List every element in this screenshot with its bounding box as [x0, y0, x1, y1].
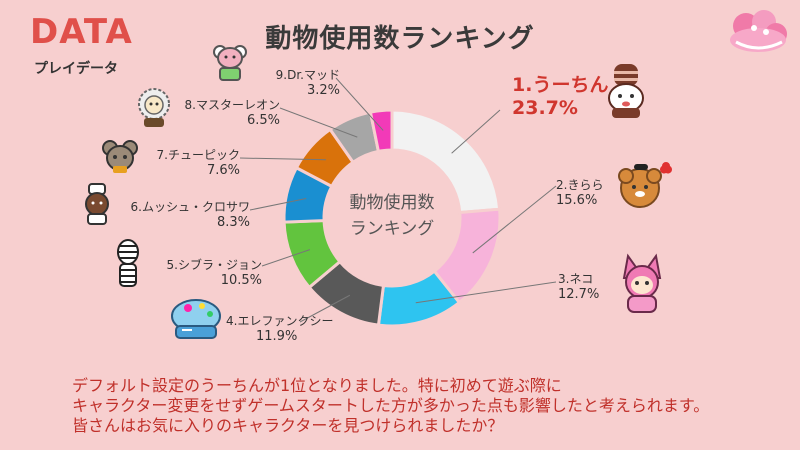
game-logo-icon [730, 10, 787, 52]
donut-slice-9 [368, 108, 394, 154]
slice-label-1: 1.うーちん 23.7% [512, 74, 608, 120]
slice-label-8: 8.マスターレオン 6.5% [150, 98, 280, 128]
slice-name-2: 2.きらら [556, 178, 604, 192]
leader-line-7 [239, 157, 327, 161]
slice-pct-3: 12.7% [558, 287, 600, 302]
caption-line-2: キャラクター変更をせずゲームスタートした方が多かった点も影響したと考えられます。 [72, 396, 710, 415]
monsieur-kurosawa-mascot-icon [85, 183, 109, 225]
slice-name-7: 7.チューピック [156, 148, 240, 162]
slice-name-8: 8.マスターレオン [184, 98, 280, 112]
slice-pct-5: 10.5% [220, 273, 262, 288]
leader-line-2 [472, 185, 557, 254]
brand-subtitle: プレイデータ [34, 61, 118, 77]
leader-line-9 [335, 77, 384, 131]
elephancy-mascot-icon [171, 299, 221, 339]
leader-line-3 [415, 281, 557, 304]
leader-line-1 [451, 109, 501, 154]
leader-line-5 [261, 249, 311, 267]
slice-label-9: 9.Dr.マッド 3.2% [230, 68, 340, 98]
slice-name-3: 3.ネコ [558, 272, 594, 286]
slice-pct-4: 11.9% [256, 329, 298, 344]
uuchin-mascot-icon [608, 64, 644, 118]
caption-line-3: 皆さんはお気に入りのキャラクターを見つけられましたか？ [72, 416, 504, 435]
slice-pct-8: 6.5% [246, 113, 280, 128]
slice-label-6: 6.ムッシュ・クロサワ 8.3% [110, 200, 250, 230]
slice-name-1: 1.うーちん [512, 74, 609, 96]
slice-name-5: 5.シブラ・ジョン [166, 258, 262, 272]
slice-pct-1: 23.7% [512, 97, 578, 119]
leader-line-4 [299, 294, 351, 323]
center-label-line1: 動物使用数 [350, 192, 435, 213]
slice-label-7: 7.チューピック 7.6% [110, 148, 240, 178]
leader-line-8 [279, 107, 358, 138]
brand-title: DATA [30, 12, 133, 52]
slice-label-4: 4.エレファンクシー 11.9% [226, 314, 356, 344]
caption: デフォルト設定のうーちんが1位となりました。特に初めて遊ぶ際に キャラクター変更… [72, 376, 709, 436]
slice-name-4: 4.エレファンクシー [226, 314, 334, 328]
slice-name-9: 9.Dr.マッド [275, 68, 340, 82]
chupick-mascot-icon [102, 140, 138, 173]
caption-line-1: デフォルト設定のうーちんが1位となりました。特に初めて遊ぶ際に [72, 376, 562, 395]
slice-pct-7: 7.6% [206, 163, 240, 178]
zebra-john-mascot-icon [117, 239, 139, 287]
slice-pct-6: 8.3% [216, 215, 250, 230]
page-title: 動物使用数ランキング [265, 24, 535, 54]
slice-label-3: 3.ネコ 12.7% [558, 272, 599, 302]
slice-pct-2: 15.6% [556, 193, 598, 208]
leader-line-6 [249, 198, 307, 211]
center-label-line2: ランキング [350, 219, 435, 239]
slice-label-2: 2.きらら 15.6% [556, 178, 603, 208]
slice-name-6: 6.ムッシュ・クロサワ [130, 200, 250, 214]
slice-pct-9: 3.2% [306, 83, 340, 98]
slice-label-5: 5.シブラ・ジョン 10.5% [132, 258, 262, 288]
master-leon-mascot-icon [138, 88, 170, 127]
dr-mad-mascot-icon [213, 45, 247, 81]
neko-mascot-icon [622, 253, 662, 313]
kirara-mascot-icon [618, 162, 673, 208]
